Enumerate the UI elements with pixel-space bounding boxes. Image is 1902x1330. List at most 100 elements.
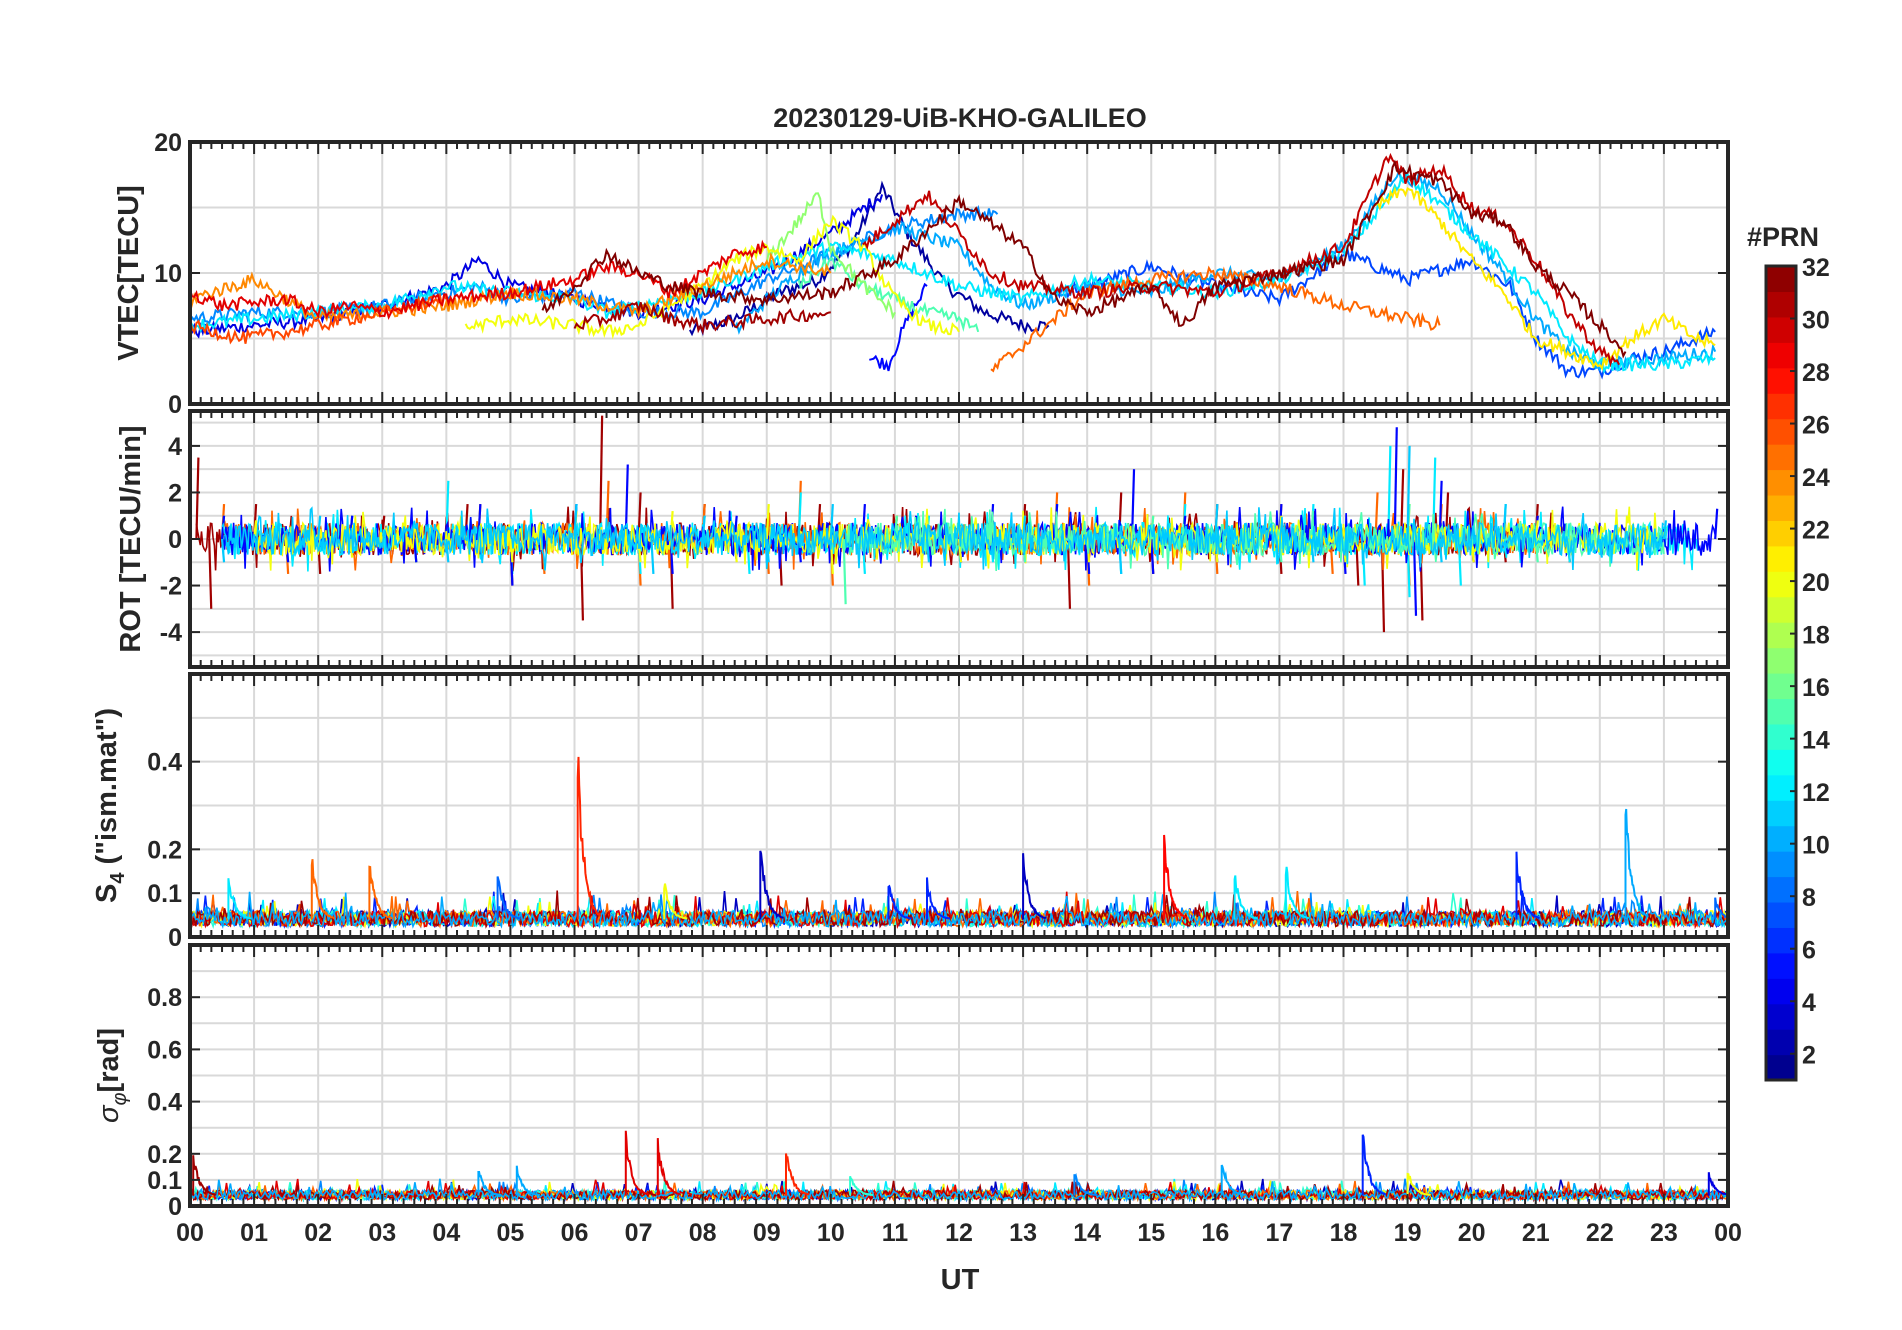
series-line-prn-17 — [765, 192, 896, 320]
x-tick-label: 09 — [753, 1219, 781, 1247]
x-tick-label: 03 — [368, 1219, 396, 1247]
x-tick-label: 11 — [882, 1219, 909, 1247]
peak-prn-8 — [496, 876, 521, 920]
colorbar-cell — [1766, 825, 1796, 852]
colorbar-tick-label: 12 — [1802, 779, 1830, 807]
y-tick-label: 0.2 — [147, 1141, 182, 1169]
x-tick-label: 23 — [1650, 1219, 1678, 1247]
peak-prn-6 — [1515, 851, 1540, 920]
rot-spike-prn-11 — [1021, 515, 1027, 540]
x-tick-label: 14 — [1073, 1219, 1101, 1247]
peak-prn-12 — [1284, 866, 1310, 920]
rot-spike-prn-11 — [445, 538, 450, 563]
colorbar-cell — [1766, 291, 1796, 318]
peak-prn-10 — [1220, 1164, 1246, 1196]
x-tick-label: 21 — [1522, 1219, 1550, 1247]
peak-prn-20 — [663, 883, 688, 920]
colorbar-tick-label: 26 — [1802, 412, 1830, 440]
colorbar-tick-label: 28 — [1802, 359, 1830, 387]
rot-spike-prn-20 — [957, 538, 963, 563]
rot-spike-prn-11 — [1118, 538, 1123, 574]
rot-spike-prn-5 — [1412, 538, 1418, 616]
x-tick-label: 17 — [1266, 1219, 1294, 1247]
x-tick-label: 05 — [497, 1219, 525, 1247]
panel-rot: -4 -2 0 2 4 ROT [TECU/min] — [115, 409, 1730, 669]
series-line-prn-26 — [190, 291, 448, 345]
x-tick-label: 08 — [689, 1219, 717, 1247]
colorbar-cell — [1766, 647, 1796, 674]
y-axis-label: S4 ("ism.mat") — [91, 708, 129, 903]
colorbar-cell — [1766, 444, 1796, 471]
y-axis-label: σφ[rad] — [93, 1028, 131, 1123]
x-axis-label: UT — [941, 1264, 980, 1296]
peak-prn-31 — [192, 1155, 217, 1196]
data-layer — [190, 756, 1728, 930]
y-tick-label: 0 — [168, 526, 182, 554]
colorbar-tick-label: 6 — [1802, 937, 1816, 965]
peak-prn-27 — [576, 756, 602, 920]
peak-prn-10 — [1624, 808, 1649, 920]
rot-spike-prn-20 — [349, 538, 354, 558]
colorbar-cell — [1766, 367, 1796, 394]
x-tick-label: 20 — [1458, 1219, 1486, 1247]
colorbar-cell — [1766, 876, 1796, 903]
x-tick-label: 06 — [561, 1219, 589, 1247]
y-tick-label: 10 — [154, 260, 182, 288]
colorbar-cell — [1766, 749, 1796, 776]
rot-spike-prn-31 — [599, 415, 604, 540]
colorbar-cell — [1766, 978, 1796, 1005]
colorbar-cell — [1766, 520, 1796, 547]
y-tick-label: 0.1 — [147, 880, 182, 908]
rot-spike-prn-15 — [893, 515, 899, 540]
rot-spike-prn-11 — [1310, 538, 1315, 563]
colorbar-cell — [1766, 800, 1796, 827]
colorbar-cell — [1766, 901, 1796, 928]
data-layer — [195, 415, 1719, 633]
y-tick-label: 0 — [168, 1193, 182, 1221]
x-tick-label: 04 — [432, 1219, 460, 1247]
peak-prn-20 — [1406, 1172, 1431, 1197]
x-tick-label: 13 — [1009, 1219, 1037, 1247]
y-tick-label: 0.8 — [147, 984, 182, 1012]
colorbar-cell — [1766, 545, 1796, 572]
peak-prn-29 — [656, 1138, 682, 1196]
peak-prn-6 — [1361, 1134, 1386, 1196]
peak-prn-12 — [227, 878, 252, 920]
x-tick-label: 01 — [240, 1219, 268, 1247]
x-tick-label: 15 — [1137, 1219, 1165, 1247]
y-axis-label: ROT [TECU/min] — [115, 425, 147, 652]
y-tick-label: 2 — [168, 479, 182, 507]
rot-spike-prn-11 — [1214, 504, 1219, 540]
rot-spike-prn-11 — [650, 538, 655, 574]
x-tick-label: 16 — [1201, 1219, 1229, 1247]
colorbar-cell — [1766, 622, 1796, 649]
rot-spike-prn-11 — [1598, 538, 1603, 558]
x-tick-label: 07 — [625, 1219, 653, 1247]
rot-spike-prn-5 — [1714, 508, 1719, 540]
series-line-prn-31 — [573, 301, 831, 336]
colorbar-cell — [1766, 393, 1796, 420]
x-tick-label: 22 — [1586, 1219, 1614, 1247]
series-line-prn-15 — [797, 256, 980, 333]
x-tick-label: 12 — [945, 1219, 973, 1247]
peak-prn-12 — [1233, 875, 1258, 920]
rot-spike-prn-11 — [220, 538, 226, 563]
rot-spike-prn-20 — [733, 538, 738, 563]
colorbar-cell — [1766, 342, 1796, 369]
colorbar-tick-label: 10 — [1802, 832, 1830, 860]
panel-sigma_phi: 00.10.2 0.4 0.6 0.8 σφ[rad] — [93, 943, 1730, 1221]
x-tick-label: 18 — [1330, 1219, 1358, 1247]
panel-vtec: 0 10 20 VTEC[TECU] — [113, 129, 1730, 419]
rot-spike-prn-5 — [413, 538, 418, 563]
rot-spike-prn-20 — [765, 504, 770, 540]
series-line-prn-21 — [1374, 186, 1716, 371]
x-tick-label: 00 — [176, 1219, 204, 1247]
peak-prn-6 — [926, 877, 951, 920]
peak-prn-6 — [887, 884, 912, 920]
rot-spike-prn-15 — [842, 538, 847, 605]
colorbar-cell — [1766, 469, 1796, 496]
series-line-prn-25 — [990, 265, 1441, 373]
